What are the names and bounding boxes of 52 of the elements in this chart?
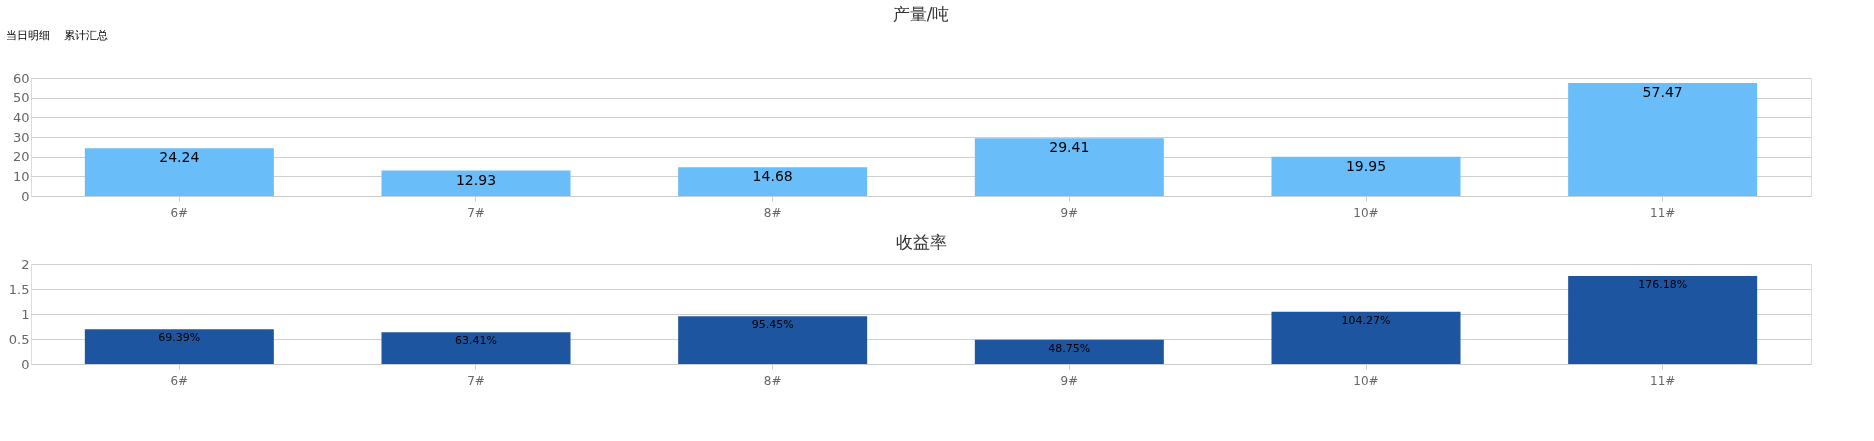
data-label: 63.41% [455, 334, 497, 348]
y-tick-label: 0.5 [8, 331, 30, 347]
bar [84, 329, 274, 364]
bar [678, 167, 868, 196]
y-tick-label: 20 [12, 149, 30, 165]
x-tick-label: 11# [1650, 205, 1676, 220]
bar [678, 316, 868, 364]
y-tick-label: 60 [12, 70, 30, 86]
y-tick-label: 0 [21, 356, 30, 372]
y-tick-label: 1 [21, 306, 30, 322]
x-tick-label: 9# [1060, 373, 1079, 388]
bar [974, 339, 1164, 364]
y-tick-label: 50 [12, 90, 30, 106]
bar [1568, 82, 1758, 196]
x-tick-label: 10# [1353, 205, 1379, 220]
data-label: 95.45% [751, 318, 794, 332]
y-tick-label: 1.5 [8, 281, 30, 297]
text: 累计汇总 [64, 29, 108, 42]
x-tick-label: 7# [467, 373, 485, 388]
x-tick-label: 10# [1353, 373, 1379, 388]
x-tick-label: 7# [467, 205, 485, 220]
y-tick-label: 10 [12, 168, 30, 184]
x-tick-label: 8# [763, 373, 782, 388]
y-tick-label: 30 [12, 129, 30, 145]
data-label: 69.39% [158, 331, 201, 345]
data-label: 57.47 [1642, 83, 1683, 100]
bar [1271, 311, 1461, 364]
bar [381, 332, 571, 364]
chart-title: 产量/吨 [892, 4, 950, 24]
data-label: 176.18% [1638, 277, 1688, 291]
bar [84, 148, 274, 196]
bar [381, 170, 571, 196]
data-label: 48.75% [1048, 341, 1091, 355]
data-label: 29.41 [1049, 139, 1090, 156]
chart-title: 收益率 [895, 232, 947, 252]
data-label: 24.24 [159, 149, 200, 166]
bar [1271, 156, 1461, 196]
y-tick-label: 0 [21, 188, 30, 204]
data-label: 104.27% [1341, 313, 1391, 327]
data-label: 14.68 [752, 168, 793, 185]
x-tick-label: 8# [763, 205, 782, 220]
data-label: 12.93 [455, 171, 497, 188]
x-tick-label: 9# [1060, 205, 1079, 220]
x-tick-label: 6# [170, 205, 189, 220]
x-tick-label: 11# [1650, 373, 1676, 388]
data-label: 19.95 [1345, 157, 1387, 174]
bar [1568, 275, 1758, 364]
x-tick-label: 6# [170, 373, 189, 388]
text: 当日明细 [6, 29, 50, 42]
y-tick-label: 40 [12, 109, 30, 125]
y-tick-label: 2 [21, 256, 30, 272]
bar [974, 138, 1164, 196]
